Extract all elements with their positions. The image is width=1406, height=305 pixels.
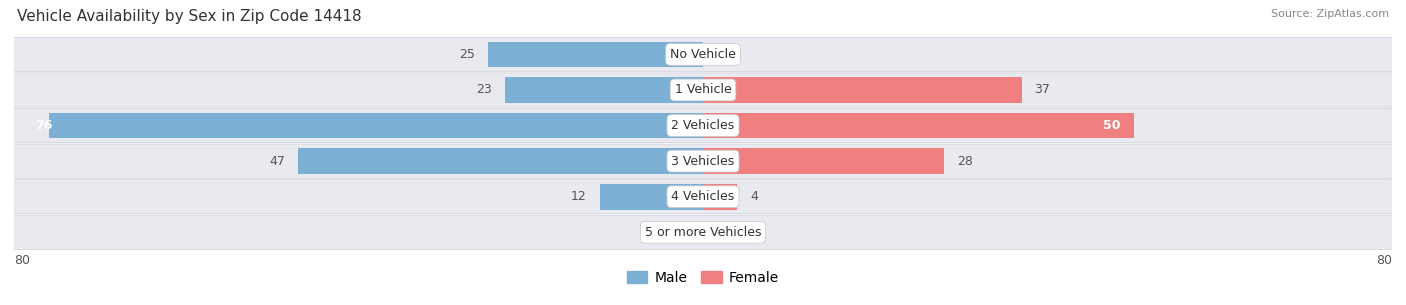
Text: Source: ZipAtlas.com: Source: ZipAtlas.com (1271, 9, 1389, 19)
Legend: Male, Female: Male, Female (621, 265, 785, 290)
Text: 0: 0 (716, 48, 724, 61)
FancyBboxPatch shape (14, 144, 1392, 178)
Text: 28: 28 (957, 155, 973, 168)
Bar (703, 113, 1133, 138)
Bar (48, 113, 703, 138)
Text: 4 Vehicles: 4 Vehicles (672, 190, 734, 203)
Bar (703, 148, 945, 174)
Text: 0: 0 (716, 226, 724, 239)
FancyBboxPatch shape (14, 109, 1392, 143)
Text: 50: 50 (1104, 119, 1121, 132)
Bar (298, 148, 703, 174)
Bar (599, 184, 703, 210)
Bar (505, 77, 703, 103)
Text: 80: 80 (1376, 254, 1392, 267)
FancyBboxPatch shape (14, 215, 1392, 249)
Text: 2 Vehicles: 2 Vehicles (672, 119, 734, 132)
FancyBboxPatch shape (14, 180, 1392, 214)
Bar (703, 184, 738, 210)
Text: 3 Vehicles: 3 Vehicles (672, 155, 734, 168)
Text: 37: 37 (1035, 84, 1050, 96)
Text: 23: 23 (477, 84, 492, 96)
Text: No Vehicle: No Vehicle (671, 48, 735, 61)
Text: 5 or more Vehicles: 5 or more Vehicles (645, 226, 761, 239)
FancyBboxPatch shape (14, 37, 1392, 71)
Text: 0: 0 (682, 226, 690, 239)
Text: 47: 47 (270, 155, 285, 168)
Text: 4: 4 (751, 190, 758, 203)
Text: Vehicle Availability by Sex in Zip Code 14418: Vehicle Availability by Sex in Zip Code … (17, 9, 361, 24)
Text: 1 Vehicle: 1 Vehicle (675, 84, 731, 96)
Bar (703, 77, 1022, 103)
Bar (488, 41, 703, 67)
Text: 12: 12 (571, 190, 586, 203)
Text: 76: 76 (35, 119, 53, 132)
Text: 80: 80 (14, 254, 30, 267)
Text: 25: 25 (458, 48, 475, 61)
FancyBboxPatch shape (14, 73, 1392, 107)
